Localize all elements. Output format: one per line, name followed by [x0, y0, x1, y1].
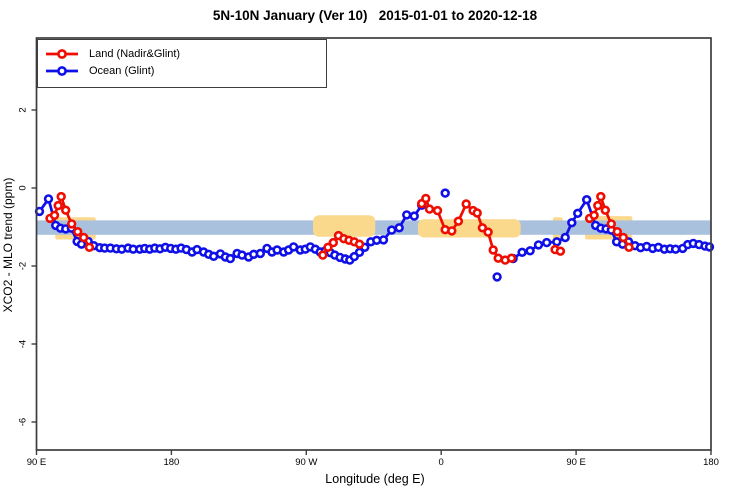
data-point-land: [84, 242, 95, 253]
y-tick-label: -6: [18, 418, 29, 426]
data-point-ocean: [255, 248, 265, 259]
x-tick-label: 90 W: [295, 457, 317, 468]
data-point-land: [447, 226, 457, 236]
data-point-land: [606, 219, 616, 229]
x-tick-label: 180: [163, 457, 179, 468]
data-point-land: [555, 246, 566, 256]
data-point-land: [477, 223, 488, 233]
data-point-ocean: [387, 225, 397, 235]
data-point-land: [472, 208, 482, 218]
legend-label-ocean: Ocean (Glint): [89, 64, 155, 77]
y-axis-title: XCO2 - MLO trend (ppm): [1, 177, 15, 313]
data-point-land: [66, 219, 77, 229]
x-axis-title: Longitude (deg E): [325, 472, 425, 486]
data-point-ocean: [533, 240, 544, 250]
data-point-ocean: [541, 237, 552, 248]
data-point-ocean: [670, 244, 681, 254]
data-point-ocean: [525, 246, 535, 256]
data-point-land: [618, 232, 628, 243]
data-point-ocean: [440, 188, 450, 198]
data-point-ocean: [378, 235, 389, 245]
plot-frame: [35, 37, 712, 451]
data-point-land: [600, 205, 610, 215]
data-point-land: [612, 227, 622, 237]
data-point-land: [624, 242, 634, 253]
data-point-ocean: [492, 272, 502, 282]
x-tick-label: 0: [439, 457, 444, 468]
data-point-ocean: [704, 242, 715, 252]
data-point-land: [589, 210, 599, 221]
data-point-land: [506, 253, 517, 263]
data-point-land: [596, 191, 606, 202]
data-point-ocean: [517, 247, 527, 258]
y-tick-label: -2: [18, 262, 29, 270]
data-point-land: [72, 227, 83, 237]
chart-title: 5N-10N January (Ver 10) 2015-01-01 to 20…: [212, 8, 538, 23]
data-point-ocean: [43, 194, 54, 204]
y-tick-label: 2: [18, 107, 29, 112]
data-point-ocean: [354, 247, 365, 258]
land-shading-region: [313, 215, 376, 237]
data-point-land: [488, 245, 498, 255]
x-tick-label: 90 E: [27, 457, 47, 468]
x-tick-label: 90 E: [566, 457, 586, 468]
data-point-ocean: [409, 211, 419, 221]
data-point-land: [593, 200, 603, 211]
legend: Land (Nadir&Glint) Ocean (Glint): [37, 39, 327, 88]
data-point-ocean: [581, 195, 592, 205]
ocean-line-marker-icon: [46, 65, 78, 76]
data-point-land: [53, 200, 63, 211]
data-point-ocean: [552, 237, 562, 247]
y-tick-label: 0: [18, 185, 29, 190]
data-point-land: [318, 250, 328, 260]
data-point-land: [461, 199, 471, 209]
data-point-ocean: [402, 210, 412, 220]
land-shading-region: [417, 219, 521, 238]
data-point-ocean: [560, 232, 570, 243]
data-point-land: [354, 239, 365, 249]
data-point-land: [424, 204, 435, 214]
y-tick-label: -4: [18, 340, 29, 348]
data-point-land: [483, 227, 493, 237]
data-point-ocean: [225, 253, 236, 264]
x-tick-label: 180: [703, 457, 719, 468]
legend-label-land: Land (Nadir&Glint): [89, 47, 181, 60]
legend-item-land: Land (Nadir&Glint): [38, 45, 326, 62]
data-point-ocean: [572, 208, 583, 219]
data-point-land: [60, 205, 71, 215]
data-point-land: [78, 232, 89, 243]
legend-item-ocean: Ocean (Glint): [38, 62, 326, 79]
data-point-land: [49, 210, 60, 221]
data-point-land: [453, 216, 464, 226]
data-point-land: [421, 193, 431, 204]
data-point-land: [432, 205, 443, 216]
data-point-land: [56, 191, 66, 202]
land-line-marker-icon: [46, 48, 78, 59]
data-point-ocean: [567, 218, 577, 228]
data-point-land: [328, 237, 338, 248]
data-point-ocean: [394, 223, 404, 233]
